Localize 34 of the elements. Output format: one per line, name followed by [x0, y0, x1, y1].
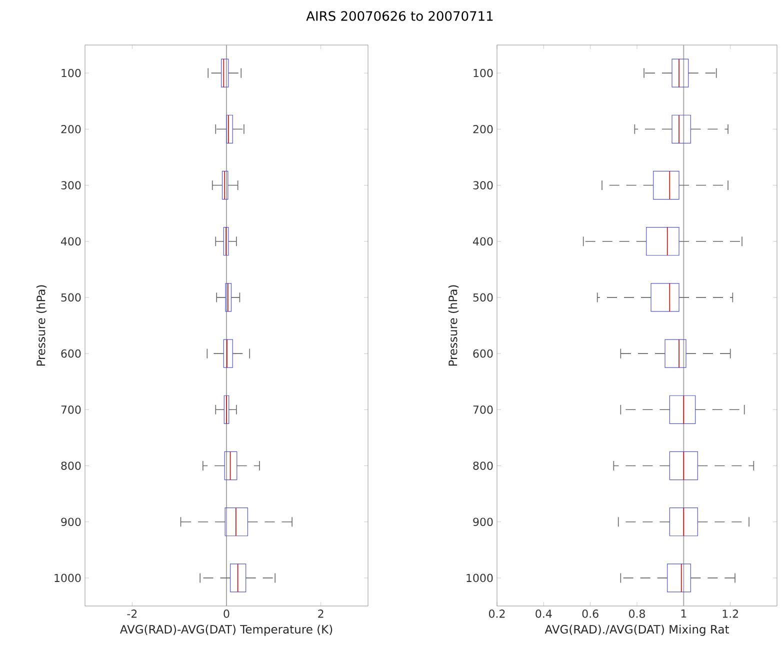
y-tick-label: 1000: [54, 574, 81, 582]
y-tick-label: 200: [61, 125, 81, 134]
x-axis-title: AVG(RAD)-AVG(DAT) Temperature (K): [120, 624, 332, 636]
y-axis-title: Pressure (hPa): [448, 285, 459, 366]
y-tick-label: 600: [473, 349, 493, 358]
y-tick-label: 900: [473, 518, 493, 526]
y-tick-label: 400: [61, 237, 81, 246]
y-tick-label: 400: [473, 237, 493, 246]
x-tick-label: -2: [127, 610, 137, 618]
y-tick-label: 800: [61, 462, 81, 470]
y-tick-label: 1000: [466, 574, 493, 582]
y-tick-label: 100: [474, 68, 493, 78]
x-tick-label: 0.2: [488, 610, 505, 618]
y-tick-label: 500: [473, 293, 493, 302]
x-tick-label: 1.2: [722, 610, 738, 618]
y-tick-label: 700: [61, 406, 81, 414]
y-tick-label: 500: [61, 293, 81, 302]
y-tick-label: 300: [61, 181, 81, 190]
text: AIRS 20070626 to 20070711: [306, 11, 493, 21]
x-tick-label: 0: [224, 610, 230, 618]
y-axis-title: Pressure (hPa): [36, 285, 47, 366]
x-tick-label: 0.8: [628, 610, 645, 618]
y-tick-label: 100: [62, 68, 81, 78]
x-tick-label: 0.4: [536, 610, 552, 618]
x-tick-label: 2: [318, 610, 324, 618]
y-tick-label: 800: [473, 462, 493, 470]
x-axis-title: AVG(RAD)./AVG(DAT) Mixing Rat: [544, 624, 730, 636]
y-tick-label: 900: [61, 518, 81, 526]
x-tick-label: 0.6: [582, 610, 598, 618]
y-tick-label: 300: [473, 181, 493, 190]
y-tick-label: 200: [473, 125, 493, 134]
y-tick-label: 700: [473, 406, 493, 414]
x-tick-label: 1: [681, 610, 686, 618]
y-tick-label: 600: [61, 349, 81, 358]
